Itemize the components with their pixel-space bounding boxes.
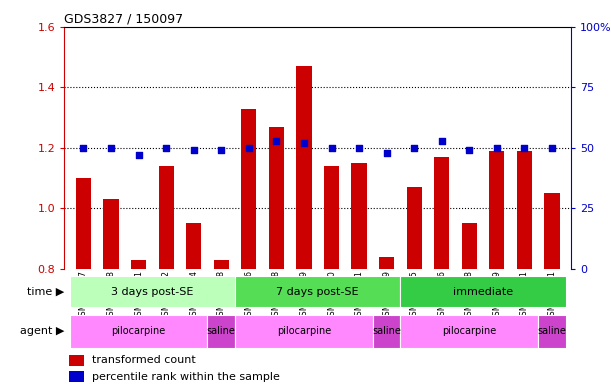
Text: transformed count: transformed count <box>92 356 196 366</box>
Point <box>409 145 419 151</box>
Bar <box>69 355 84 366</box>
Bar <box>296 66 312 269</box>
Bar <box>462 223 477 269</box>
Bar <box>214 260 229 269</box>
Bar <box>400 315 538 348</box>
Bar <box>70 315 208 348</box>
Bar <box>69 371 84 382</box>
Text: pilocarpine: pilocarpine <box>111 326 166 336</box>
Bar <box>406 187 422 269</box>
Point <box>492 145 502 151</box>
Point <box>216 147 226 153</box>
Bar <box>186 223 201 269</box>
Bar <box>373 315 400 348</box>
Bar <box>517 151 532 269</box>
Text: 3 days post-SE: 3 days post-SE <box>111 287 194 297</box>
Bar <box>489 151 505 269</box>
Bar <box>379 257 394 269</box>
Point <box>547 145 557 151</box>
Point <box>519 145 529 151</box>
Point <box>244 145 254 151</box>
Text: time ▶: time ▶ <box>27 287 64 297</box>
Text: 7 days post-SE: 7 days post-SE <box>276 287 359 297</box>
Bar <box>400 276 566 307</box>
Bar <box>544 193 560 269</box>
Bar <box>324 166 339 269</box>
Point <box>161 145 171 151</box>
Text: agent ▶: agent ▶ <box>20 326 64 336</box>
Point <box>327 145 337 151</box>
Text: immediate: immediate <box>453 287 513 297</box>
Point <box>299 140 309 146</box>
Text: GDS3827 / 150097: GDS3827 / 150097 <box>64 13 183 26</box>
Point <box>464 147 474 153</box>
Bar <box>76 178 91 269</box>
Point <box>271 137 281 144</box>
Bar <box>235 315 373 348</box>
Point <box>134 152 144 158</box>
Text: saline: saline <box>372 326 401 336</box>
Text: saline: saline <box>538 326 566 336</box>
Point <box>382 150 392 156</box>
Bar <box>131 260 146 269</box>
Bar <box>434 157 449 269</box>
Bar <box>208 315 235 348</box>
Point <box>79 145 89 151</box>
Bar <box>538 315 566 348</box>
Bar <box>158 166 174 269</box>
Point <box>437 137 447 144</box>
Bar <box>241 109 257 269</box>
Bar <box>70 276 235 307</box>
Text: saline: saline <box>207 326 236 336</box>
Text: pilocarpine: pilocarpine <box>277 326 331 336</box>
Bar <box>269 127 284 269</box>
Text: percentile rank within the sample: percentile rank within the sample <box>92 372 280 382</box>
Point <box>106 145 116 151</box>
Bar <box>235 276 400 307</box>
Point <box>354 145 364 151</box>
Text: pilocarpine: pilocarpine <box>442 326 496 336</box>
Bar <box>103 199 119 269</box>
Point <box>189 147 199 153</box>
Bar <box>351 163 367 269</box>
